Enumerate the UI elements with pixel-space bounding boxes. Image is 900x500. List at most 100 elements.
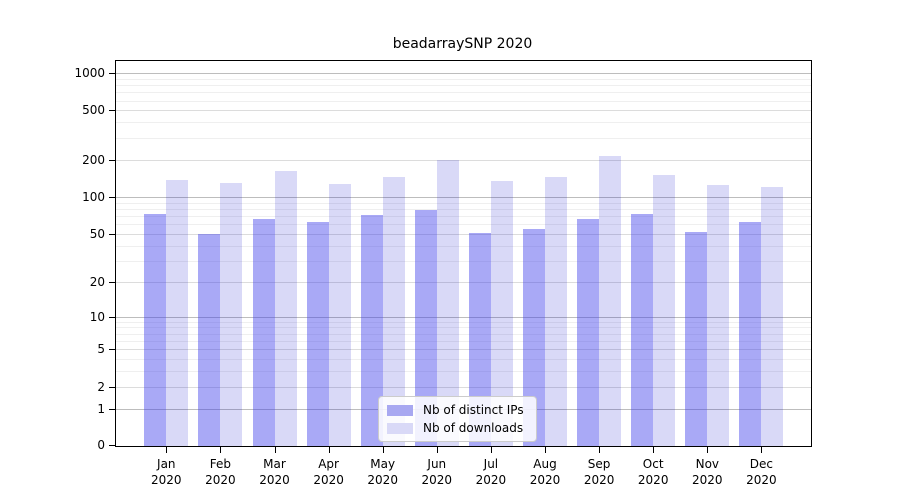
x-tick-oct (653, 446, 655, 453)
x-tick-sep (599, 446, 601, 453)
gridline-70 (116, 215, 811, 217)
x-tick-mar (274, 446, 276, 453)
legend-swatch-downloads (387, 422, 413, 434)
x-tick-jan (166, 446, 168, 453)
gridline-4 (116, 359, 811, 361)
bar-mar-downloads (274, 171, 297, 446)
legend-label-downloads: Nb of downloads (423, 421, 524, 435)
x-tick-jun (436, 446, 438, 453)
y-tick-20 (109, 281, 116, 283)
bar-sep-downloads (599, 156, 622, 446)
gridline-60 (116, 224, 811, 226)
bar-apr-distinct-ips (306, 222, 329, 446)
bar-feb-distinct-ips (198, 233, 221, 446)
bar-sep-distinct-ips (577, 219, 600, 446)
legend-swatch-distinct-ips (387, 404, 413, 416)
bar-dec-distinct-ips (739, 222, 762, 446)
y-tick-label-500: 500 (82, 103, 105, 118)
gridline-200 (116, 159, 811, 161)
bar-jan-distinct-ips (144, 213, 167, 446)
bar-jan-downloads (166, 180, 189, 446)
x-tick-label-dec: Dec 2020 (746, 457, 777, 487)
x-tick-jul (490, 446, 492, 453)
legend-label-distinct-ips: Nb of distinct IPs (423, 403, 524, 417)
x-tick-label-jan: Jan 2020 (151, 457, 182, 487)
y-tick-2 (109, 386, 116, 388)
gridline-900 (116, 78, 811, 80)
y-tick-1000 (109, 73, 116, 74)
gridline-600 (116, 100, 811, 102)
gridline-50 (116, 233, 811, 235)
y-tick-label-200: 200 (82, 152, 105, 167)
x-tick-may (382, 446, 384, 453)
gridline-30 (116, 260, 811, 262)
gridline-9 (116, 321, 811, 323)
bar-oct-downloads (653, 175, 676, 446)
bar-jul-downloads (490, 181, 513, 446)
y-tick-100 (109, 196, 116, 198)
x-tick-label-oct: Oct 2020 (637, 457, 669, 487)
legend-row-downloads: Nb of downloads (387, 421, 524, 435)
y-tick-label-2: 2 (97, 379, 105, 394)
x-tick-apr (328, 446, 330, 453)
gridline-6 (116, 341, 811, 342)
x-tick-label-nov: Nov 2020 (692, 457, 723, 487)
bar-jun-distinct-ips (414, 210, 437, 446)
gridline-20 (116, 281, 811, 283)
gridline-7 (116, 333, 811, 335)
x-tick-feb (220, 446, 222, 453)
bar-aug-distinct-ips (523, 228, 545, 446)
gridline-1000 (116, 73, 811, 74)
gridline-90 (116, 202, 811, 204)
x-tick-label-aug: Aug 2020 (529, 457, 561, 487)
y-tick-500 (109, 110, 116, 112)
bar-may-distinct-ips (360, 215, 383, 446)
bar-jul-distinct-ips (468, 232, 491, 446)
x-tick-label-sep: Sep 2020 (583, 457, 615, 487)
x-tick-label-jun: Jun 2020 (421, 457, 453, 487)
y-tick-0 (109, 445, 116, 446)
gridline-100 (116, 196, 811, 198)
chart-title: beadarraySNP 2020 (392, 36, 533, 52)
bar-nov-distinct-ips (685, 231, 708, 446)
bar-jun-downloads (436, 160, 459, 446)
y-tick-1 (109, 408, 116, 410)
x-tick-label-apr: Apr 2020 (313, 457, 344, 487)
y-tick-label-10: 10 (89, 309, 105, 324)
gridline-3 (116, 371, 811, 373)
gridline-500 (116, 110, 811, 112)
bar-mar-distinct-ips (252, 219, 275, 446)
x-tick-label-may: May 2020 (367, 457, 398, 487)
x-tick-aug (545, 446, 546, 453)
gridline-80 (116, 208, 811, 210)
gridline-700 (116, 92, 811, 94)
gridline-5 (116, 349, 811, 351)
x-tick-dec (761, 446, 763, 453)
y-tick-label-5: 5 (97, 342, 105, 357)
x-tick-label-mar: Mar 2020 (259, 457, 290, 487)
y-tick-label-50: 50 (89, 226, 105, 241)
y-tick-5 (109, 349, 116, 351)
gridline-40 (116, 245, 811, 247)
y-tick-200 (109, 159, 116, 161)
bar-may-downloads (382, 177, 405, 446)
legend: Nb of distinct IPs Nb of downloads (378, 396, 537, 442)
y-tick-label-1000: 1000 (74, 66, 105, 81)
y-tick-label-1: 1 (97, 401, 105, 416)
gridline-10 (116, 316, 811, 318)
x-tick-nov (707, 446, 709, 453)
gridline-400 (116, 122, 811, 124)
bar-apr-downloads (328, 183, 351, 446)
y-tick-50 (109, 233, 116, 235)
x-tick-label-jul: Jul 2020 (475, 457, 507, 487)
y-tick-label-100: 100 (82, 189, 105, 204)
gridline-300 (116, 137, 811, 139)
y-tick-10 (109, 316, 116, 318)
bar-aug-downloads (545, 177, 567, 446)
legend-row-distinct-ips: Nb of distinct IPs (387, 403, 524, 417)
x-tick-label-feb: Feb 2020 (205, 457, 236, 487)
gridline-800 (116, 85, 811, 87)
gridline-2 (116, 386, 811, 388)
bar-oct-distinct-ips (631, 214, 654, 446)
